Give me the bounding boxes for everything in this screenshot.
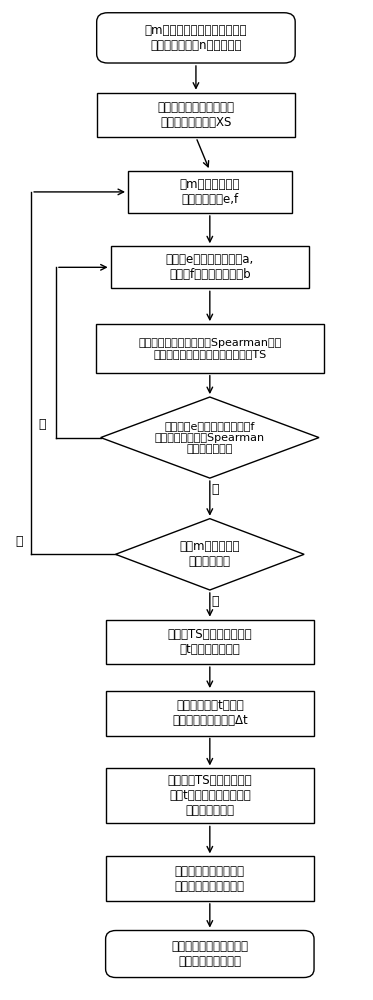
Text: 是否专业e中任一指标与专业f
中任一指标进行了Spearman
秩相关系数计算: 是否专业e中任一指标与专业f 中任一指标进行了Spearman 秩相关系数计算	[155, 421, 265, 454]
FancyBboxPatch shape	[106, 931, 314, 978]
Bar	[96, 324, 324, 373]
Text: 是: 是	[211, 595, 219, 608]
Text: 将这些指标数据按指标对
形式存储到数据库中: 将这些指标数据按指标对 形式存储到数据库中	[171, 940, 248, 968]
Text: 找出得到的跨专业关联
指标对的所有指标数据: 找出得到的跨专业关联 指标对的所有指标数据	[175, 865, 245, 893]
Bar	[110, 246, 309, 288]
Bar	[106, 691, 314, 736]
Text: 否: 否	[38, 418, 46, 431]
Polygon shape	[101, 397, 319, 478]
Text: 对跨专业的两个指标进行Spearman秩相
关系数计算，并加计算所得值加入TS: 对跨专业的两个指标进行Spearman秩相 关系数计算，并加计算所得值加入TS	[138, 338, 282, 359]
Text: 对集合TS进行降序操作，
按t值从大到小排序: 对集合TS进行降序操作， 按t值从大到小排序	[167, 628, 252, 656]
Polygon shape	[116, 519, 304, 590]
Text: 否: 否	[16, 535, 23, 548]
Bar	[106, 620, 314, 664]
Text: 在m个专业中任意
选取两个专业e,f: 在m个专业中任意 选取两个专业e,f	[179, 178, 240, 206]
Bar	[106, 768, 314, 823]
Text: 取集合中所有t的平方
和然后开根号，得到Δt: 取集合中所有t的平方 和然后开根号，得到Δt	[172, 699, 248, 727]
Text: 在专业e中任选一个指标a,
在专业f中任选一个指标b: 在专业e中任选一个指标a, 在专业f中任选一个指标b	[166, 253, 254, 281]
Text: 将取出的指标进行编号，
并加数据加入集合XS: 将取出的指标进行编号， 并加数据加入集合XS	[157, 101, 234, 129]
Bar	[97, 93, 295, 137]
Text: 判断m个专业是否
都被两两选择: 判断m个专业是否 都被两两选择	[179, 540, 240, 568]
Text: 是: 是	[211, 483, 219, 496]
Bar	[106, 856, 314, 901]
FancyBboxPatch shape	[97, 13, 295, 63]
Text: 从m个不同专业的数据库中分别
提取同一季度的n个指标数据: 从m个不同专业的数据库中分别 提取同一季度的n个指标数据	[145, 24, 247, 52]
Bar	[128, 171, 292, 213]
Text: 取出集合TS中大于阈值的
所有t，这些指标对就是跨
专业关联指标对: 取出集合TS中大于阈值的 所有t，这些指标对就是跨 专业关联指标对	[167, 774, 252, 817]
